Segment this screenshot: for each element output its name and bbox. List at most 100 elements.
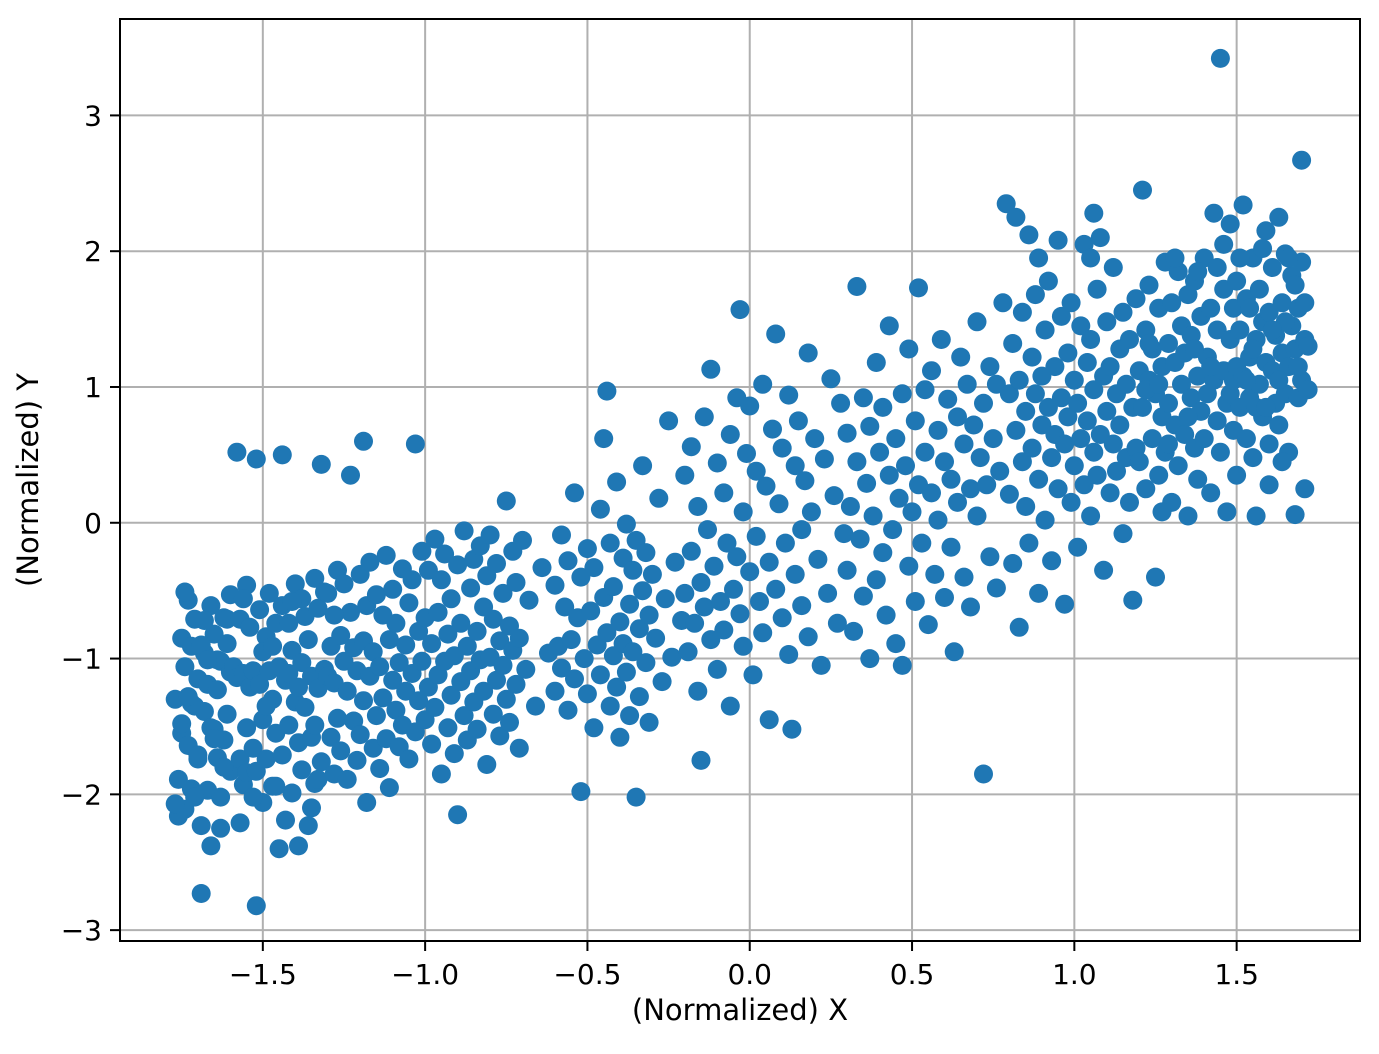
data-point: [818, 583, 838, 603]
data-point: [1120, 492, 1139, 512]
data-point: [279, 715, 299, 735]
data-point: [688, 681, 708, 701]
data-point: [1129, 452, 1149, 472]
data-point: [610, 612, 630, 632]
data-point: [600, 696, 620, 716]
data-point: [383, 579, 403, 599]
data-point: [519, 590, 539, 610]
data-point: [1269, 415, 1289, 435]
data-point: [951, 347, 971, 367]
data-point: [370, 759, 390, 778]
data-point: [1006, 420, 1026, 440]
data-point: [629, 619, 649, 639]
data-point: [409, 691, 429, 711]
data-point: [1259, 434, 1279, 454]
data-point: [1029, 583, 1049, 603]
data-point: [1240, 298, 1260, 318]
data-point: [863, 506, 883, 526]
data-point: [1175, 425, 1195, 444]
data-point: [354, 431, 373, 451]
data-point: [305, 715, 325, 735]
x-tick-label: 0.5: [890, 958, 935, 991]
data-point: [905, 411, 925, 431]
data-point: [493, 655, 513, 675]
data-point: [694, 597, 714, 617]
data-point: [899, 556, 919, 576]
data-point: [827, 613, 847, 633]
data-point: [396, 635, 416, 655]
data-point: [879, 316, 899, 336]
data-point: [422, 734, 442, 754]
data-point: [461, 578, 481, 598]
data-point: [694, 407, 714, 427]
data-point: [876, 605, 896, 625]
data-point: [188, 745, 208, 765]
data-point: [980, 357, 1000, 377]
data-point: [269, 839, 289, 859]
data-point: [769, 494, 789, 514]
data-point: [788, 411, 808, 431]
data-point: [354, 691, 373, 711]
data-point: [675, 583, 695, 603]
data-point: [272, 745, 292, 765]
data-point: [441, 685, 461, 705]
data-point: [1181, 388, 1201, 408]
data-point: [964, 415, 984, 435]
data-point: [282, 783, 302, 803]
data-point: [467, 621, 487, 641]
data-point: [659, 411, 679, 431]
data-point: [873, 397, 893, 417]
data-point: [298, 630, 318, 650]
data-point: [383, 670, 403, 690]
data-point: [175, 582, 195, 602]
data-point: [477, 755, 497, 774]
data-point: [1110, 415, 1130, 435]
axes-frame: [119, 18, 1361, 942]
data-point: [1025, 285, 1045, 305]
data-point: [1094, 560, 1114, 580]
data-point: [620, 706, 640, 726]
data-point: [292, 760, 312, 780]
data-point: [779, 645, 799, 664]
data-point: [892, 384, 912, 404]
data-point: [779, 385, 799, 405]
data-point: [629, 687, 649, 707]
data-point: [1201, 298, 1221, 318]
data-point: [513, 530, 532, 550]
data-point: [1012, 302, 1032, 322]
data-point: [912, 533, 932, 553]
data-point: [1081, 248, 1101, 268]
data-point: [483, 704, 503, 724]
data-point: [1253, 239, 1273, 258]
data-point: [577, 684, 597, 704]
data-point: [386, 700, 406, 720]
data-point: [328, 708, 347, 728]
data-point: [1188, 469, 1208, 489]
data-point: [1035, 510, 1055, 530]
x-tick-label: 0.0: [727, 958, 772, 991]
data-point: [295, 697, 315, 717]
data-point: [467, 719, 487, 739]
data-point: [1227, 465, 1247, 485]
data-point: [1149, 465, 1169, 485]
data-point: [1285, 275, 1305, 295]
data-point: [250, 600, 270, 620]
data-point: [688, 497, 708, 516]
data-point: [860, 416, 880, 436]
data-point: [198, 650, 218, 670]
data-point: [730, 300, 750, 320]
data-point: [178, 687, 198, 707]
data-point: [935, 588, 954, 607]
y-tick-label: −1: [61, 643, 102, 676]
data-point: [737, 444, 756, 463]
data-point: [1051, 388, 1071, 408]
data-point: [526, 696, 545, 716]
data-point: [785, 564, 805, 584]
data-point: [1136, 479, 1156, 499]
data-point: [379, 778, 399, 798]
data-point: [259, 583, 279, 603]
data-point: [980, 547, 1000, 567]
data-point: [899, 339, 919, 359]
data-point: [1259, 302, 1279, 322]
data-point: [1058, 343, 1078, 363]
